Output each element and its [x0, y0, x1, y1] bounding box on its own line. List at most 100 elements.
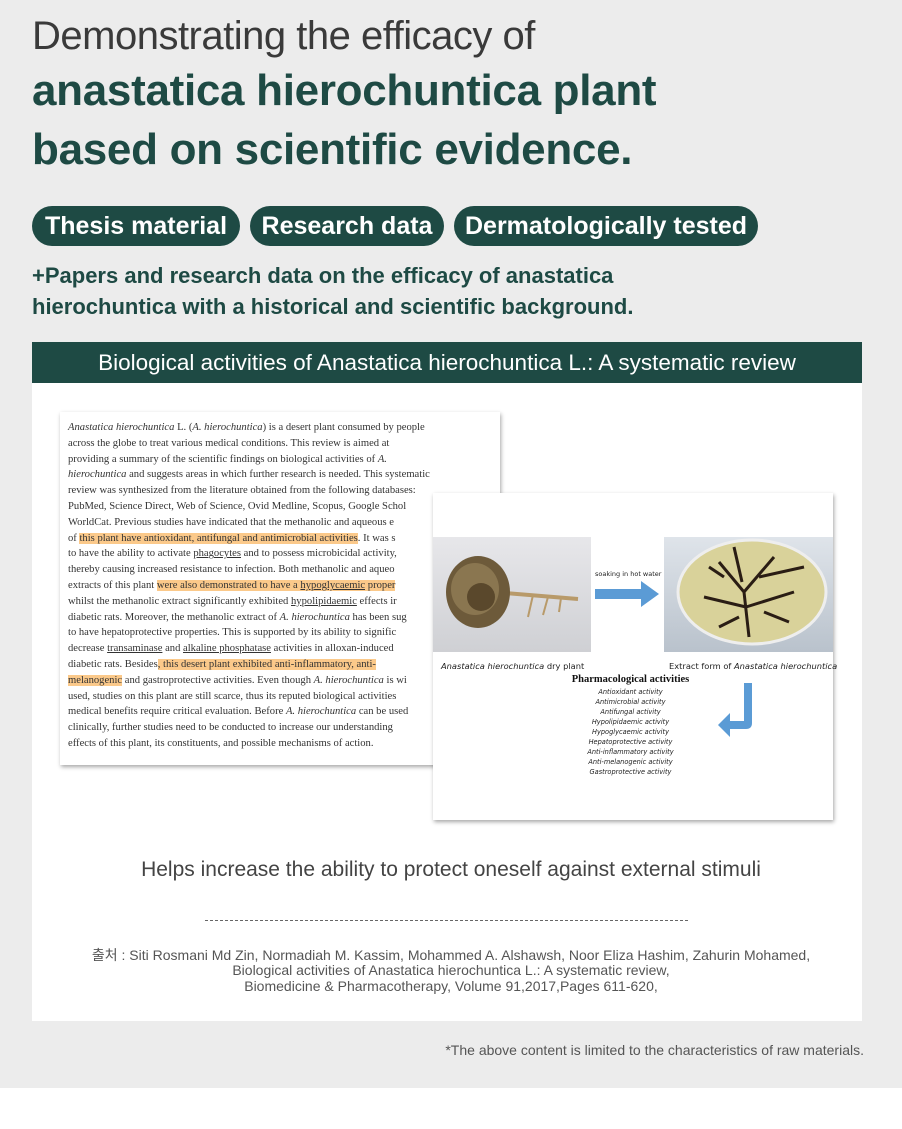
abstract-line: used, studies on this plant are still sc… — [68, 689, 500, 705]
abstract-text: A. hierochuntica — [285, 706, 357, 718]
abstract-text: medical benefits require critical evalua… — [68, 706, 286, 718]
abstract-line: decrease transaminase and alkaline phosp… — [68, 641, 500, 657]
activity-item: Hypoglycaemic activity — [591, 728, 669, 736]
abstract-line: diabetic rats. Besides, this desert plan… — [68, 657, 500, 673]
abstract-line: extracts of this plant were also demonst… — [68, 578, 500, 594]
abstract-text: has been sug — [349, 611, 407, 623]
paper-abstract-excerpt: Anastatica hierochuntica L. (A. hierochu… — [60, 412, 500, 765]
highlighted-text: were also demonstrated to have a — [156, 579, 301, 591]
paper-title-banner: Biological activities of Anastatica hier… — [32, 342, 862, 383]
abstract-text: and gastroprotective activities. Even th… — [122, 674, 314, 686]
abstract-text: of — [68, 532, 80, 544]
abstract-line: effects of this plant, its constituents,… — [68, 736, 500, 752]
citation-line-1: 출처 : Siti Rosmani Md Zin, Normadiah M. K… — [91, 947, 811, 963]
abstract-line: WorldCat. Previous studies have indicate… — [68, 515, 500, 531]
abstract-line: thereby causing increased resistance to … — [68, 562, 500, 578]
abstract-text: can be used — [356, 706, 409, 718]
abstract-text: L. ( — [174, 422, 193, 433]
activity-item: Hepatoprotective activity — [588, 738, 673, 746]
highlighted-text: hypoglycaemic — [300, 579, 366, 591]
abstract-line: hierochuntica and suggests areas in whic… — [68, 467, 500, 483]
abstract-line: to have the ability to activate phagocyt… — [68, 546, 500, 562]
activity-item: Antifungal activity — [600, 708, 661, 716]
footnote: *The above content is limited to the cha… — [445, 1042, 864, 1058]
headline-intro: Demonstrating the efficacy of — [32, 14, 535, 58]
benefit-statement: Helps increase the ability to protect on… — [141, 858, 761, 881]
highlighted-text: proper — [365, 579, 396, 591]
abstract-line: clinically, further studies need to be c… — [68, 720, 500, 736]
abstract-text: decrease — [68, 643, 108, 655]
activity-item: Gastroprotective activity — [589, 768, 672, 776]
abstract-text: A. — [377, 453, 387, 465]
divider — [205, 920, 688, 921]
highlighted-text: melanogenic — [68, 674, 123, 686]
abstract-text: ) is a desert plant consumed by people — [262, 422, 425, 433]
abstract-text: A. hierochuntica — [279, 611, 350, 623]
abstract-text: phagocytes — [193, 548, 241, 560]
abstract-text: activities in alloxan-induced — [270, 643, 394, 655]
activity-item: Antimicrobial activity — [595, 698, 666, 706]
abstract-text: diabetic rats. Moreover, the methanolic … — [68, 611, 280, 623]
subtitle-line-1: +Papers and research data on the efficac… — [32, 263, 614, 288]
highlighted-text: , this desert plant exhibited anti-infla… — [157, 658, 376, 670]
highlighted-text: this plant have antioxidant, antifungal … — [79, 532, 358, 544]
abstract-text: providing a summary of the scientific fi… — [68, 453, 378, 465]
extract-photo — [664, 537, 833, 652]
activity-item: Hypolipidaemic activity — [591, 718, 670, 726]
abstract-text: WorldCat. Previous studies have indicate… — [68, 516, 394, 528]
abstract-text: thereby causing increased resistance to … — [68, 564, 395, 576]
abstract-text: review was synthesized from the literatu… — [68, 485, 416, 497]
right-arrow-icon — [595, 581, 659, 607]
abstract-text: PubMed, Science Direct, Web of Science, … — [68, 500, 407, 512]
tag-thesis-material: Thesis material — [32, 206, 240, 246]
abstract-text: A. hierochuntica — [192, 422, 263, 433]
abstract-line: Anastatica hierochuntica L. (A. hierochu… — [68, 420, 500, 436]
extract-caption: Extract form of Anastatica hierochuntica — [669, 661, 838, 671]
abstract-text: hierochuntica — [68, 469, 127, 481]
abstract-text: used, studies on this plant are still sc… — [68, 690, 397, 702]
abstract-text: extracts of this plant — [68, 579, 157, 591]
tag-dermatologically-tested: Dermatologically tested — [454, 206, 758, 246]
dry-plant-photo — [433, 537, 591, 652]
abstract-text: clinically, further studies need to be c… — [68, 722, 393, 734]
pharma-title: Pharmacological activities — [571, 674, 690, 685]
abstract-text: . It was s — [357, 532, 396, 544]
subtitle-line-2: hierochuntica with a historical and scie… — [32, 294, 634, 319]
abstract-text: to have the ability to activate — [68, 548, 194, 560]
abstract-text: effects of this plant, its constituents,… — [68, 737, 374, 749]
activity-item: Anti-inflammatory activity — [587, 748, 674, 756]
abstract-line: medical benefits require critical evalua… — [68, 704, 500, 720]
dry-plant-caption: Anastatica hierochuntica dry plant — [441, 661, 585, 671]
abstract-line: providing a summary of the scientific fi… — [68, 452, 500, 468]
activity-item: Antioxidant activity — [598, 688, 663, 696]
soaking-label: soaking in hot water — [595, 570, 662, 578]
abstract-text: to have hepatoprotective properties. Thi… — [68, 627, 397, 639]
hook-arrow-icon — [718, 683, 752, 737]
abstract-text: Anastatica hierochuntica — [68, 422, 175, 433]
headline-line-3: based on scientific evidence. — [32, 125, 633, 174]
abstract-line: diabetic rats. Moreover, the methanolic … — [68, 610, 500, 626]
abstract-line: whilst the methanolic extract significan… — [68, 594, 500, 610]
abstract-text: whilst the methanolic extract significan… — [68, 595, 291, 607]
abstract-text: hypolipidaemic — [291, 595, 357, 607]
citation-line-2: Biological activities of Anastatica hier… — [232, 962, 670, 978]
abstract-text: effects ir — [356, 595, 397, 607]
abstract-text: transaminase — [107, 643, 163, 655]
citation-line-3: Biomedicine & Pharmacotherapy, Volume 91… — [244, 978, 658, 994]
abstract-text: is wi — [383, 674, 407, 686]
headline-line-2: anastatica hierochuntica plant — [32, 66, 657, 115]
abstract-text: alkaline phosphatase — [183, 643, 271, 655]
abstract-text: A. hierochuntica — [313, 674, 384, 686]
abstract-text: and — [162, 643, 184, 655]
abstract-line: melanogenic and gastroprotective activit… — [68, 673, 500, 689]
abstract-text: and to possess microbicidal activity, — [241, 548, 397, 560]
abstract-text: and suggests areas in which further rese… — [126, 469, 430, 481]
abstract-line: to have hepatoprotective properties. Thi… — [68, 625, 500, 641]
activity-item: Anti-melanogenic activity — [588, 758, 673, 766]
abstract-line: review was synthesized from the literatu… — [68, 483, 500, 499]
pharmacology-figure: Anastatica hierochuntica dry plant soaki… — [433, 493, 837, 820]
tag-research-data: Research data — [250, 206, 444, 246]
abstract-line: of this plant have antioxidant, antifung… — [68, 531, 500, 547]
abstract-text: diabetic rats. Besides — [68, 658, 158, 670]
abstract-line: across the globe to treat various medica… — [68, 436, 500, 452]
